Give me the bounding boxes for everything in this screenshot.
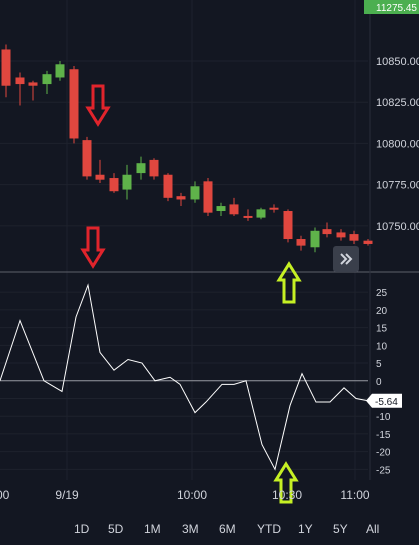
osc-tick-label-2: 15 [376,324,388,335]
axes: 10850.00 10825.00 10800.00 10775.00 10750.00… [0,0,419,502]
range-button-1d[interactable]: 1D [74,522,90,536]
candle-body-17 [229,204,239,215]
x-tick-label-4: 11:00 [340,488,369,502]
candle-body-19 [256,209,266,218]
annotation-arrows [80,84,302,504]
expand-button[interactable] [333,246,359,272]
price-tick-label-1: 10825.00 [376,97,419,109]
osc-tick-label-1: 20 [376,306,388,317]
candle-body-22 [296,239,306,246]
oscillator-series [0,283,369,471]
candle-body-8 [109,178,119,192]
current-osc-tag [366,393,402,408]
candle-body-24 [322,229,332,235]
candle-body-25 [336,232,346,238]
osc-tick-label-8: -15 [376,430,391,441]
range-button-3m[interactable]: 3M [182,522,199,536]
candle-body-5 [69,69,79,139]
candle-body-20 [269,207,279,210]
current-price-label: 11275.45 [376,3,417,14]
osc-tick-label-7: -10 [376,412,391,423]
candlestick-series [1,44,373,253]
candle-body-0 [1,49,11,86]
candle-body-13 [176,196,186,200]
osc-tick-label-10: -25 [376,465,391,476]
candle-body-23 [310,230,320,248]
price-tick-label-4: 10750.00 [376,221,419,233]
osc-tick-label-3: 10 [376,341,388,352]
candle-body-12 [163,174,173,198]
x-tick-label-3: 10:30 [272,488,302,502]
x-tick-label-0: 00 [0,488,10,502]
arrow-up-yellow-price [276,261,302,304]
range-button-all[interactable]: All [366,522,380,536]
oscillator-line [0,283,369,471]
candle-body-4 [55,64,65,78]
candle-body-3 [42,74,52,85]
candle-body-11 [149,159,159,177]
range-button-6m[interactable]: 6M [219,522,236,536]
arrow-up-yellow-oscillator [273,461,299,504]
osc-tick-label-0: 25 [376,288,388,299]
range-button-5d[interactable]: 5D [108,522,124,536]
price-tick-label-2: 10800.00 [376,138,419,150]
candle-body-10 [136,163,146,174]
candle-body-14 [190,186,200,200]
range-button-5y[interactable]: 5Y [333,522,348,536]
current-price-tag [364,0,419,14]
x-tick-label-1: 9/19 [55,488,79,502]
osc-tick-label-9: -20 [376,448,391,459]
price-tick-label-3: 10775.00 [376,180,419,192]
arrow-down-red-oscillator [80,226,106,269]
arrow-down-red-price [85,84,111,127]
candle-body-9 [122,174,132,190]
range-button-1m[interactable]: 1M [144,522,161,536]
candle-body-7 [95,174,105,180]
candle-body-2 [28,82,38,86]
price-tick-label-0: 10850.00 [376,56,419,68]
candle-body-15 [203,181,213,213]
range-button-1y[interactable]: 1Y [298,522,313,536]
current-osc-label: -5.64 [375,397,398,408]
osc-tick-label-5: 0 [376,377,382,388]
candle-body-27 [363,240,373,244]
candle-body-21 [283,211,293,240]
candle-body-6 [82,140,92,177]
candle-body-26 [349,234,359,241]
candle-body-16 [216,206,226,212]
x-tick-label-2: 10:00 [177,488,207,502]
range-selector: 1D 5D 1M 3M 6M YTD 1Y 5Y All [0,514,419,545]
candle-body-18 [243,215,253,218]
double-chevron-right-icon [340,253,353,265]
range-button-ytd[interactable]: YTD [257,522,281,536]
candle-body-1 [15,77,25,85]
osc-tick-label-4: 5 [376,359,382,370]
